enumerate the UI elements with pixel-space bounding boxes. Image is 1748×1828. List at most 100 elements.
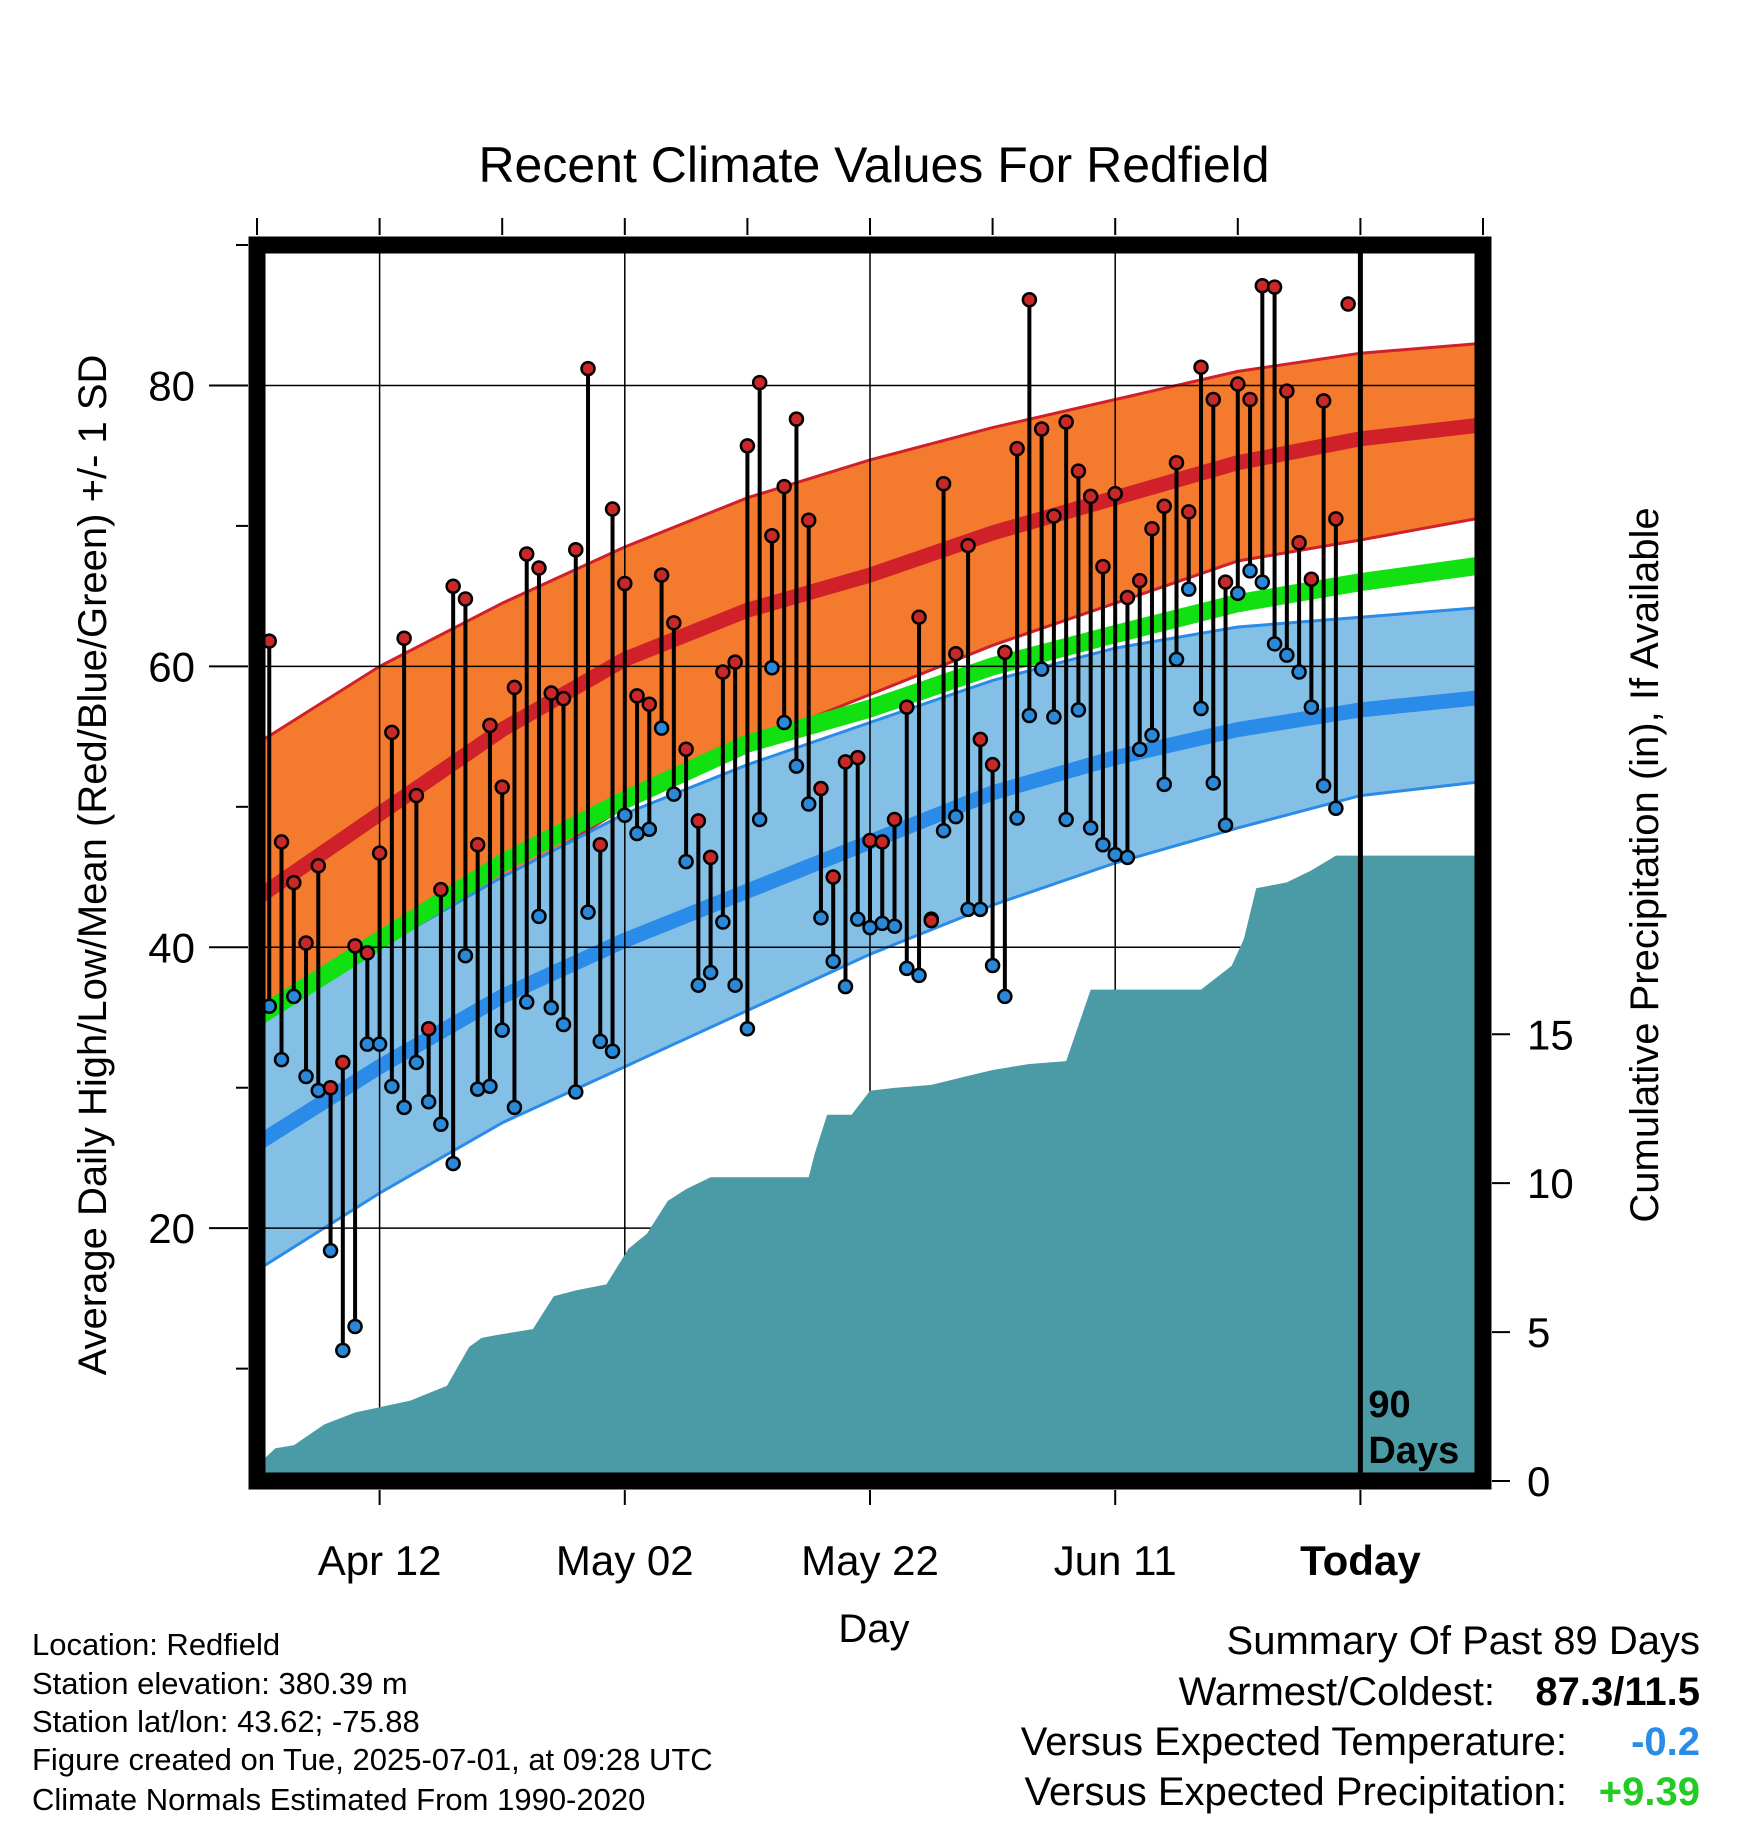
high-temp-point [923, 912, 940, 929]
low-temp-point [739, 1020, 756, 1037]
low-temp-point [678, 853, 694, 870]
high-temp-point [347, 938, 363, 954]
high-temp-point [899, 699, 915, 715]
high-temp-point [849, 749, 866, 766]
high-temp-point [469, 836, 486, 853]
low-temp-point [935, 822, 952, 839]
high-temp-point [506, 679, 523, 696]
high-temp-point [935, 476, 952, 492]
high-temp-point [384, 724, 400, 741]
low-temp-point [751, 811, 768, 828]
low-temp-point [1119, 849, 1136, 866]
low-temp-point [1291, 664, 1307, 680]
high-temp-point [568, 542, 584, 558]
high-temp-point [1193, 359, 1209, 375]
high-temp-point [1340, 296, 1356, 312]
summary-precip-label: Versus Expected Precipitation: [1024, 1770, 1567, 1814]
low-temp-point [1193, 700, 1209, 717]
high-temp-point [1095, 558, 1111, 575]
high-temp-point [1156, 498, 1172, 514]
low-temp-point [1107, 846, 1123, 863]
high-temp-point [702, 849, 719, 866]
high-temp-point [1266, 279, 1283, 295]
high-temp-point [1046, 508, 1062, 524]
station-info: Location: Redfield Station elevation: 38… [32, 1627, 713, 1817]
low-temp-point [800, 796, 817, 812]
high-temp-point [1205, 391, 1222, 408]
low-temp-point [286, 988, 302, 1005]
low-temp-point [482, 1078, 498, 1095]
low-temp-point [1328, 800, 1344, 816]
y-axis-label: Average Daily High/Low/Mean (Red/Blue/Gr… [71, 355, 115, 1376]
low-temp-point [531, 908, 547, 925]
high-temp-point [445, 578, 461, 595]
info-elevation: Station elevation: 380.39 m [32, 1666, 408, 1701]
y-tick-label: 60 [148, 643, 195, 690]
low-temp-point [408, 1054, 425, 1071]
summary-temp-label: Versus Expected Temperature: [1021, 1720, 1567, 1764]
low-temp-point [1242, 563, 1258, 579]
low-temp-point [1230, 585, 1246, 602]
low-temp-point [568, 1084, 584, 1100]
low-temp-point [788, 758, 805, 774]
x-tick-label: Jun 11 [1054, 1537, 1177, 1584]
low-temp-point [886, 918, 903, 934]
low-temp-point [518, 994, 535, 1010]
y2-axis-label: Cumulative Precipitation (in), If Availa… [1623, 507, 1667, 1222]
low-temp-point [555, 1016, 572, 1033]
high-temp-point [1315, 393, 1332, 409]
low-temp-point [715, 914, 731, 930]
low-temp-point [322, 1242, 339, 1259]
low-temp-point [580, 904, 596, 920]
high-temp-point [751, 374, 768, 391]
y2-tick-label: 5 [1527, 1309, 1550, 1356]
summary-precip-value: +9.39 [1599, 1770, 1700, 1814]
high-temp-point [1009, 440, 1025, 457]
low-temp-point [653, 720, 670, 736]
low-temp-point [384, 1078, 400, 1095]
low-temp-point [1009, 810, 1025, 826]
x-tick-label: Today [1300, 1537, 1421, 1584]
low-temp-point [371, 1036, 388, 1052]
low-temp-point [1156, 776, 1172, 793]
high-temp-point [1230, 376, 1246, 392]
low-temp-point [335, 1342, 351, 1359]
low-temp-point [604, 1043, 621, 1059]
high-temp-point [715, 664, 731, 680]
high-temp-point [420, 1020, 437, 1037]
y-tick-label: 40 [148, 924, 195, 971]
high-temp-point [678, 741, 694, 757]
low-temp-point [948, 808, 964, 825]
low-temp-point [666, 786, 682, 802]
low-temp-point [1254, 574, 1271, 590]
high-temp-point [1168, 454, 1185, 471]
high-temp-point [286, 874, 302, 891]
low-temp-point [1303, 699, 1320, 715]
high-temp-point [1058, 414, 1074, 430]
high-temp-point [1119, 589, 1136, 606]
low-temp-point [1131, 741, 1148, 757]
high-temp-point [1279, 383, 1295, 399]
high-temp-point [727, 654, 743, 670]
low-temp-point [1168, 651, 1185, 668]
high-temp-point [1033, 421, 1050, 437]
high-temp-point [1291, 535, 1307, 551]
high-temp-point [690, 813, 707, 829]
info-created: Figure created on Tue, 2025-07-01, at 09… [32, 1742, 713, 1777]
high-temp-point [1254, 277, 1271, 294]
summary-warm-cold-value: 87.3/11.5 [1535, 1670, 1700, 1714]
high-temp-point [739, 438, 756, 454]
high-temp-point [1217, 574, 1234, 590]
high-temp-point [1303, 571, 1320, 588]
low-temp-point [543, 999, 559, 1016]
low-temp-point [506, 1099, 523, 1116]
low-temp-point [1095, 836, 1111, 853]
x-tick-label: May 22 [801, 1537, 939, 1584]
low-temp-point [1033, 661, 1050, 677]
low-temp-point [457, 947, 474, 964]
high-temp-point [322, 1079, 339, 1096]
high-temp-point [1144, 520, 1160, 537]
today-marker-label-number: 90 [1368, 1384, 1410, 1426]
high-temp-point [335, 1054, 351, 1071]
